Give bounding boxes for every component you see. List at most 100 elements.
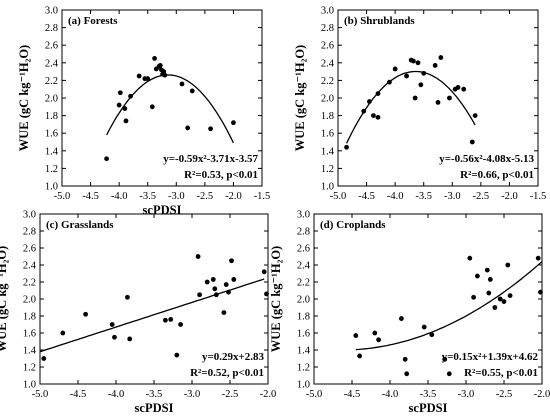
x-tick-label: -3.5: [146, 389, 163, 400]
data-point: [484, 267, 490, 273]
x-axis-label: scPDSI: [135, 401, 174, 414]
data-point: [197, 292, 203, 298]
data-point: [501, 299, 507, 304]
data-point: [179, 81, 185, 87]
panel-title: (d) Croplands: [320, 219, 386, 231]
x-tick-label: -5.0: [306, 389, 323, 400]
data-point: [387, 79, 392, 85]
y-tick-label: 2.6: [297, 244, 310, 255]
data-point: [469, 139, 475, 145]
data-point: [261, 269, 267, 275]
data-point: [455, 85, 461, 90]
y-tick-label: 3.0: [23, 210, 36, 221]
data-point: [125, 294, 130, 300]
y-tick-label: 1.4: [45, 146, 59, 157]
data-point: [402, 356, 408, 362]
y-tick-label: 2.8: [23, 227, 36, 238]
x-tick-label: -3.5: [420, 389, 437, 400]
x-tick-label: -2.5: [473, 191, 490, 202]
data-point: [357, 353, 362, 359]
data-point: [492, 305, 498, 310]
y-tick-label: 1.0: [45, 182, 58, 193]
data-point: [375, 114, 381, 120]
data-point: [432, 63, 438, 68]
data-point: [112, 334, 117, 340]
y-tick-label: 2.4: [297, 261, 311, 272]
x-axis-label: scPDSI: [143, 203, 182, 217]
data-point: [475, 273, 480, 279]
panel-title: (c) Grasslands: [46, 219, 114, 231]
x-tick-label: -4.0: [111, 191, 128, 202]
data-point: [438, 55, 444, 60]
x-tick-label: -4.0: [382, 389, 399, 400]
data-point: [376, 337, 381, 343]
data-point: [104, 156, 109, 162]
data-point: [471, 294, 476, 300]
y-tick-label: 1.8: [297, 312, 310, 323]
y-tick-label: 1.8: [45, 111, 58, 122]
data-point: [372, 330, 378, 336]
data-point: [168, 317, 174, 322]
x-tick-label: -5.0: [54, 191, 71, 202]
data-point: [446, 371, 452, 377]
data-point: [185, 125, 191, 131]
fit-curve: [355, 261, 543, 351]
x-tick-label: -3.5: [415, 191, 432, 202]
x-tick-label: -3.0: [444, 191, 461, 202]
data-point: [399, 316, 404, 321]
y-tick-label: 1.4: [321, 146, 335, 157]
y-tick-label: 2.6: [23, 244, 36, 255]
data-point: [83, 311, 88, 317]
y-tick-label: 1.6: [23, 329, 36, 340]
data-point: [264, 291, 269, 297]
data-point: [152, 56, 157, 61]
y-tick-label: 2.2: [45, 76, 58, 87]
y-tick-label: 1.8: [23, 312, 36, 323]
y-tick-label: 3.0: [45, 6, 58, 17]
data-point: [157, 63, 163, 68]
y-axis-label: WUE (gC kg⁻¹H₂O): [269, 246, 283, 352]
panel-shrublands: -5.0 -4.5 -4.0 -3.5 -3.0 -2.5 -2.0 -1.5 1.0 1.2 1.…: [293, 6, 546, 203]
data-point: [109, 322, 115, 327]
x-tick-label: -4.5: [82, 191, 99, 202]
x-tick-label: -5.0: [330, 191, 347, 202]
data-point: [538, 289, 543, 295]
data-point: [404, 73, 409, 79]
data-point: [231, 120, 236, 126]
data-point: [212, 286, 218, 292]
data-point: [127, 336, 133, 342]
data-point: [41, 356, 47, 361]
x-tick-label: -2.0: [260, 389, 277, 400]
data-point: [435, 100, 441, 105]
y-tick-label: 2.0: [297, 295, 310, 306]
y-tick-label: 1.0: [297, 380, 310, 391]
data-point: [208, 126, 213, 132]
data-point: [404, 371, 410, 377]
data-point: [213, 292, 219, 298]
data-point: [226, 289, 231, 295]
data-point: [163, 317, 168, 323]
y-tick-label: 1.2: [321, 164, 334, 175]
x-tick-label: -2.5: [496, 389, 513, 400]
data-point: [149, 104, 155, 110]
data-point: [472, 113, 478, 118]
data-point: [174, 352, 180, 358]
x-tick-label: -2.5: [222, 389, 239, 400]
y-tick-label: 2.0: [23, 295, 36, 306]
x-tick-label: -4.5: [344, 389, 361, 400]
y-tick-label: 2.4: [321, 58, 335, 69]
data-point: [392, 66, 398, 72]
data-point: [421, 324, 427, 330]
y-tick-label: 2.2: [297, 278, 310, 289]
data-point: [128, 93, 133, 99]
data-point: [223, 282, 229, 287]
data-point: [505, 262, 511, 268]
x-tick-label: -4.0: [108, 389, 125, 400]
data-point: [229, 258, 234, 264]
y-tick-label: 2.6: [321, 41, 334, 52]
data-point: [344, 144, 349, 150]
x-tick-label: -5.0: [32, 389, 49, 400]
fit-curve: [106, 74, 234, 144]
data-point: [204, 279, 210, 285]
